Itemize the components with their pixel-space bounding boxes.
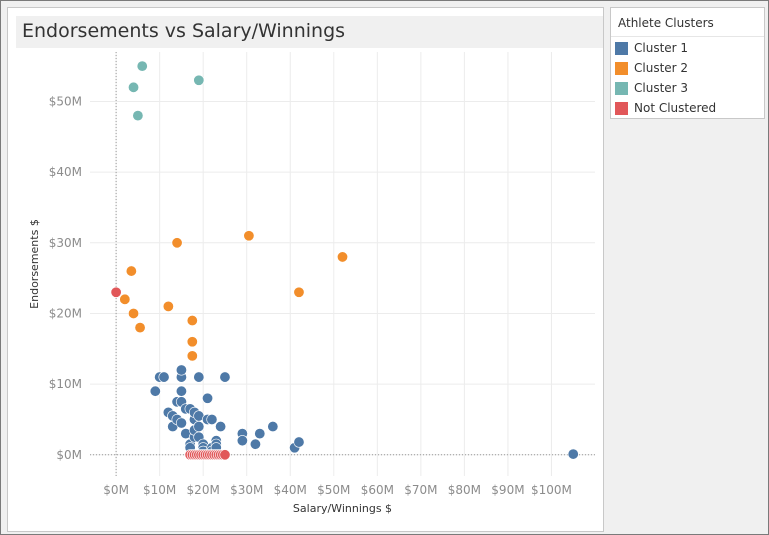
x-tick-label: $80M xyxy=(448,483,481,497)
legend-item-cluster-2[interactable]: Cluster 2 xyxy=(615,59,688,77)
series-cluster-1 xyxy=(149,364,579,460)
data-point[interactable] xyxy=(175,417,187,429)
data-point[interactable] xyxy=(158,371,170,383)
x-tick-label: $10M xyxy=(143,483,176,497)
data-point[interactable] xyxy=(293,286,305,298)
y-tick-label: $40M xyxy=(49,165,82,179)
x-tick-label: $50M xyxy=(317,483,350,497)
y-tick-label: $50M xyxy=(49,94,82,108)
y-tick-label: $30M xyxy=(49,236,82,250)
y-tick-label: $0M xyxy=(56,448,82,462)
y-tick-label: $20M xyxy=(49,306,82,320)
legend-divider xyxy=(611,36,764,37)
data-point[interactable] xyxy=(193,421,205,433)
chart-panel: Endorsements vs Salary/Winnings $0M $10M $… xyxy=(7,7,604,532)
data-point[interactable] xyxy=(236,435,248,447)
data-point[interactable] xyxy=(132,110,144,122)
data-point[interactable] xyxy=(134,322,146,334)
legend-swatch-not-clustered xyxy=(615,101,628,115)
data-point[interactable] xyxy=(162,300,174,312)
x-tick-label: $30M xyxy=(230,483,263,497)
data-point[interactable] xyxy=(128,81,140,93)
data-point[interactable] xyxy=(171,237,183,249)
x-tick-label: $60M xyxy=(361,483,394,497)
x-axis-title: Salary/Winnings $ xyxy=(293,502,392,515)
legend-swatch-cluster-2 xyxy=(615,61,628,75)
data-point[interactable] xyxy=(186,350,198,362)
data-point[interactable] xyxy=(243,230,255,242)
data-point[interactable] xyxy=(186,336,198,348)
legend-swatch-cluster-1 xyxy=(615,41,628,55)
data-point[interactable] xyxy=(175,364,187,376)
chart-title: Endorsements vs Salary/Winnings xyxy=(22,20,346,42)
x-tick-label: $20M xyxy=(187,483,220,497)
data-point[interactable] xyxy=(119,293,131,305)
legend-swatch-cluster-3 xyxy=(615,81,628,95)
legend-title: Athlete Clusters xyxy=(618,16,714,30)
data-point[interactable] xyxy=(125,265,137,277)
x-tick-label: $100M xyxy=(531,483,572,497)
legend-item-cluster-1[interactable]: Cluster 1 xyxy=(615,39,688,57)
series-cluster-2 xyxy=(119,230,348,362)
data-point[interactable] xyxy=(336,251,348,263)
legend-item-not-clustered[interactable]: Not Clustered xyxy=(615,99,716,117)
series-cluster-3 xyxy=(128,60,205,122)
data-point[interactable] xyxy=(567,448,579,460)
data-point[interactable] xyxy=(193,74,205,86)
x-tick-label: $40M xyxy=(274,483,307,497)
data-point[interactable] xyxy=(175,385,187,397)
scatter-plot[interactable]: $0M $10M $20M $30M $40M $50M $60M $70M $80M $90M $… xyxy=(8,8,603,531)
legend-item-cluster-3[interactable]: Cluster 3 xyxy=(615,79,688,97)
data-point[interactable] xyxy=(136,60,148,72)
legend: Athlete Clusters Cluster 1 Cluster 2 Clu… xyxy=(610,7,765,119)
data-point[interactable] xyxy=(219,371,231,383)
x-tick-label: $70M xyxy=(404,483,437,497)
data-point[interactable] xyxy=(186,315,198,327)
data-point[interactable] xyxy=(206,413,218,425)
data-point[interactable] xyxy=(193,371,205,383)
data-point[interactable] xyxy=(128,307,140,319)
legend-label: Cluster 1 xyxy=(634,41,689,55)
legend-label: Cluster 3 xyxy=(634,81,689,95)
data-point[interactable] xyxy=(202,392,214,404)
x-tick-label: $0M xyxy=(103,483,129,497)
data-point[interactable] xyxy=(254,428,266,440)
data-point[interactable] xyxy=(215,421,227,433)
x-tick-label: $90M xyxy=(491,483,524,497)
legend-label: Not Clustered xyxy=(634,101,717,115)
data-point[interactable] xyxy=(249,438,261,450)
data-point[interactable] xyxy=(110,286,122,298)
title-bar: Endorsements vs Salary/Winnings xyxy=(16,16,603,48)
data-point[interactable] xyxy=(293,436,305,448)
y-tick-label: $10M xyxy=(49,377,82,391)
legend-label: Cluster 2 xyxy=(634,61,689,75)
series-not-clustered xyxy=(110,286,231,461)
data-point[interactable] xyxy=(219,449,231,461)
data-point[interactable] xyxy=(149,385,161,397)
data-point[interactable] xyxy=(267,421,279,433)
y-axis-title: Endorsements $ xyxy=(28,219,41,309)
